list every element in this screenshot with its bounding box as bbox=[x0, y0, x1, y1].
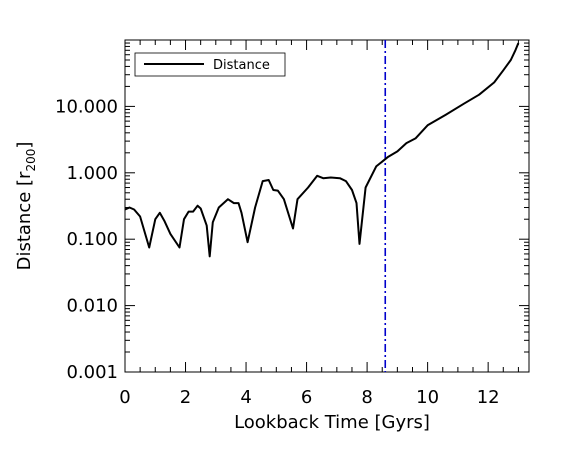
y-tick-labels: 0.001 0.010 0.100 1.000 10.000 bbox=[55, 96, 118, 383]
series-lines bbox=[124, 42, 520, 258]
x-tick-label: 8 bbox=[361, 387, 372, 408]
y-axis-title: Distance [r200] bbox=[14, 142, 38, 271]
x-axis-title: Lookback Time [Gyrs] bbox=[234, 412, 430, 433]
x-tick-labels: 0 2 4 6 8 10 12 bbox=[119, 387, 499, 408]
major-ticks bbox=[124, 40, 529, 373]
x-tick-label: 10 bbox=[416, 387, 439, 408]
y-tick-label: 10.000 bbox=[55, 96, 118, 117]
y-tick-label: 0.100 bbox=[66, 229, 118, 250]
y-axis-title-subscript: 200 bbox=[24, 149, 38, 172]
legend-label: Distance bbox=[213, 58, 270, 73]
series-line-distance bbox=[124, 42, 520, 258]
legend: Distance bbox=[134, 52, 286, 77]
x-tick-label: 6 bbox=[301, 387, 312, 408]
x-tick-label: 4 bbox=[240, 387, 251, 408]
minor-ticks bbox=[125, 40, 529, 372]
y-tick-label: 1.000 bbox=[66, 163, 118, 184]
plot-frame bbox=[124, 39, 530, 373]
y-axis-title-close: ] bbox=[14, 142, 35, 149]
legend-box bbox=[134, 52, 286, 77]
x-tick-label: 0 bbox=[119, 387, 130, 408]
y-axis-title-main: Distance [r bbox=[14, 171, 35, 270]
y-tick-label: 0.010 bbox=[66, 296, 118, 317]
y-tick-label: 0.001 bbox=[66, 362, 118, 383]
x-tick-label: 2 bbox=[180, 387, 191, 408]
x-tick-label: 12 bbox=[477, 387, 500, 408]
